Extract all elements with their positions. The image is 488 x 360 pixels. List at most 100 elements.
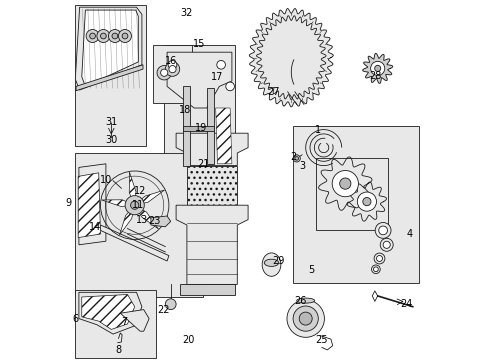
Text: 18: 18 (179, 105, 191, 115)
Text: 25: 25 (315, 335, 327, 345)
Polygon shape (119, 205, 134, 235)
Polygon shape (81, 10, 138, 86)
Text: 20: 20 (182, 335, 195, 345)
Circle shape (225, 82, 234, 91)
Circle shape (373, 253, 384, 264)
Polygon shape (151, 216, 170, 227)
Polygon shape (75, 7, 142, 90)
Circle shape (371, 265, 380, 274)
Text: 23: 23 (148, 216, 161, 226)
Circle shape (357, 192, 376, 211)
Circle shape (292, 155, 300, 162)
Circle shape (299, 312, 311, 325)
Polygon shape (129, 172, 136, 205)
Ellipse shape (262, 253, 280, 276)
Text: 15: 15 (193, 39, 205, 49)
Circle shape (130, 201, 139, 209)
Polygon shape (362, 53, 392, 84)
Polygon shape (186, 166, 237, 205)
Text: 21: 21 (197, 159, 209, 169)
Text: 1: 1 (315, 125, 321, 135)
Polygon shape (134, 190, 164, 205)
Ellipse shape (296, 298, 314, 303)
Polygon shape (176, 205, 247, 284)
Polygon shape (206, 88, 213, 164)
Circle shape (157, 66, 171, 80)
Circle shape (165, 299, 176, 310)
Circle shape (86, 30, 99, 42)
Circle shape (122, 33, 127, 39)
Circle shape (125, 195, 144, 215)
Text: 8: 8 (115, 345, 122, 355)
Circle shape (362, 198, 370, 206)
Text: 5: 5 (307, 265, 314, 275)
Polygon shape (120, 310, 149, 331)
Circle shape (292, 306, 318, 331)
Circle shape (112, 33, 118, 39)
Text: 11: 11 (132, 200, 144, 210)
Circle shape (97, 30, 110, 42)
Text: 3: 3 (299, 161, 305, 171)
Text: 28: 28 (369, 71, 381, 81)
Circle shape (101, 33, 106, 39)
Bar (75, 5, 145, 146)
Text: 27: 27 (266, 87, 279, 97)
Circle shape (376, 256, 382, 261)
Text: 32: 32 (181, 8, 193, 18)
Bar (163, 45, 235, 171)
Text: 14: 14 (89, 222, 101, 232)
Circle shape (374, 66, 380, 71)
Ellipse shape (264, 259, 278, 266)
Text: 22: 22 (157, 305, 169, 315)
Circle shape (108, 30, 121, 42)
Polygon shape (167, 52, 231, 108)
Text: 31: 31 (105, 117, 117, 127)
Circle shape (380, 238, 392, 251)
Circle shape (286, 300, 324, 337)
Text: 12: 12 (134, 186, 146, 196)
Text: 7: 7 (121, 317, 127, 327)
Circle shape (370, 61, 384, 76)
Polygon shape (318, 157, 371, 210)
Text: 30: 30 (105, 135, 117, 145)
Polygon shape (102, 200, 134, 207)
Circle shape (294, 157, 298, 160)
Polygon shape (101, 225, 168, 261)
Text: 16: 16 (164, 56, 177, 66)
Text: 2: 2 (289, 152, 296, 162)
Circle shape (165, 62, 179, 76)
Polygon shape (176, 133, 247, 166)
Circle shape (216, 60, 225, 69)
Circle shape (378, 226, 386, 235)
Polygon shape (249, 9, 333, 107)
Polygon shape (183, 126, 213, 131)
Circle shape (374, 222, 390, 238)
Text: 10: 10 (100, 175, 112, 185)
Polygon shape (134, 205, 158, 229)
Text: 24: 24 (400, 299, 412, 309)
Circle shape (89, 33, 95, 39)
Text: 6: 6 (72, 314, 78, 324)
Circle shape (339, 178, 350, 189)
Bar (75, 153, 203, 297)
Circle shape (168, 66, 176, 73)
Bar (292, 126, 418, 283)
Text: 4: 4 (406, 229, 412, 239)
Text: 26: 26 (293, 296, 306, 306)
Circle shape (331, 171, 358, 197)
Text: 13: 13 (136, 215, 148, 225)
Circle shape (383, 241, 389, 248)
Polygon shape (215, 108, 231, 164)
Polygon shape (183, 86, 190, 166)
Text: 9: 9 (65, 198, 71, 208)
Text: 17: 17 (211, 72, 223, 82)
Circle shape (168, 60, 177, 69)
Polygon shape (179, 284, 235, 295)
Polygon shape (81, 294, 134, 329)
Circle shape (118, 30, 131, 42)
Text: 19: 19 (195, 123, 207, 133)
Circle shape (373, 267, 378, 272)
Bar (152, 45, 192, 103)
Text: 29: 29 (272, 256, 285, 266)
Circle shape (160, 69, 167, 76)
